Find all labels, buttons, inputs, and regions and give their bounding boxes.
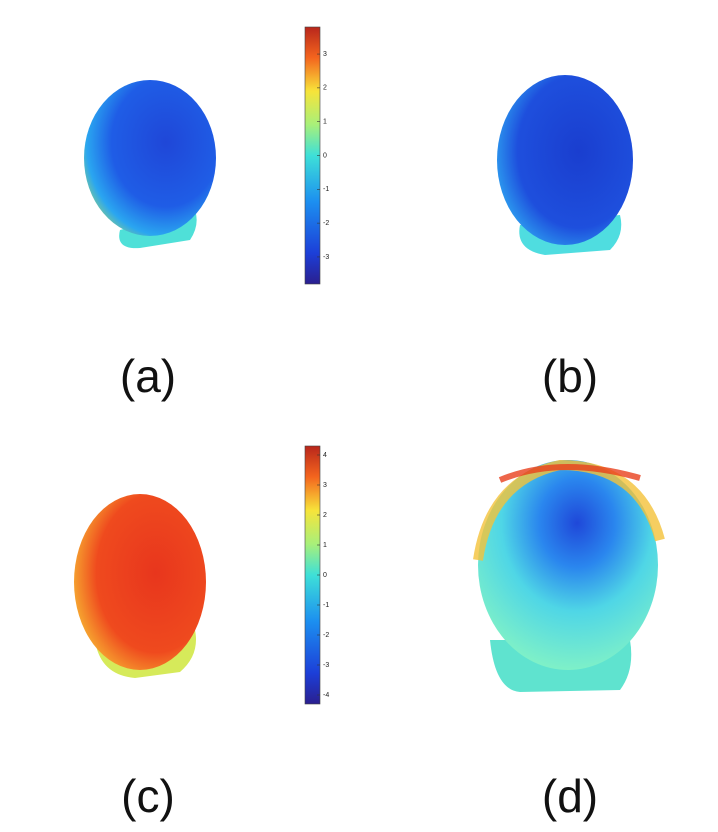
page: {"figure": { "panels": [{"label": "(a)"}… [0, 0, 718, 832]
tick-label: 4 [323, 452, 327, 459]
colorbar: -4 -3 -2 -1 0 1 2 3 4 [305, 446, 329, 704]
tick-label: -1 [323, 602, 329, 609]
tick-label: -4 [323, 692, 329, 699]
panel-label: (a) [120, 350, 176, 402]
tick-label: 2 [323, 512, 327, 519]
tick-label: 0 [323, 152, 327, 159]
tick-label: -2 [323, 632, 329, 639]
tick-label: 3 [323, 51, 327, 58]
tick-label: 2 [323, 85, 327, 92]
tick-label: -2 [323, 220, 329, 227]
head-d [478, 460, 660, 692]
head-b [497, 75, 633, 255]
tick-label: -3 [323, 254, 329, 261]
panel-label: (b) [542, 350, 598, 402]
colorbar: -3 -2 -1 0 1 2 3 [305, 27, 329, 284]
tick-label: 1 [323, 542, 327, 549]
tick-label: 3 [323, 482, 327, 489]
colorbars: -3 -2 -1 0 1 2 3 -4 -3 -2 -1 0 1 2 3 4 [305, 27, 329, 704]
tick-label: -3 [323, 662, 329, 669]
head-c [74, 494, 206, 678]
tick-label: 1 [323, 119, 327, 126]
head-a [84, 80, 216, 248]
panel-label: (c) [121, 770, 175, 822]
tick-label: 0 [323, 572, 327, 579]
figure: -3 -2 -1 0 1 2 3 -4 -3 -2 -1 0 1 2 3 4 (a) (b) (c) (d) [0, 0, 718, 832]
panel-label: (d) [542, 770, 598, 822]
tick-label: -1 [323, 186, 329, 193]
